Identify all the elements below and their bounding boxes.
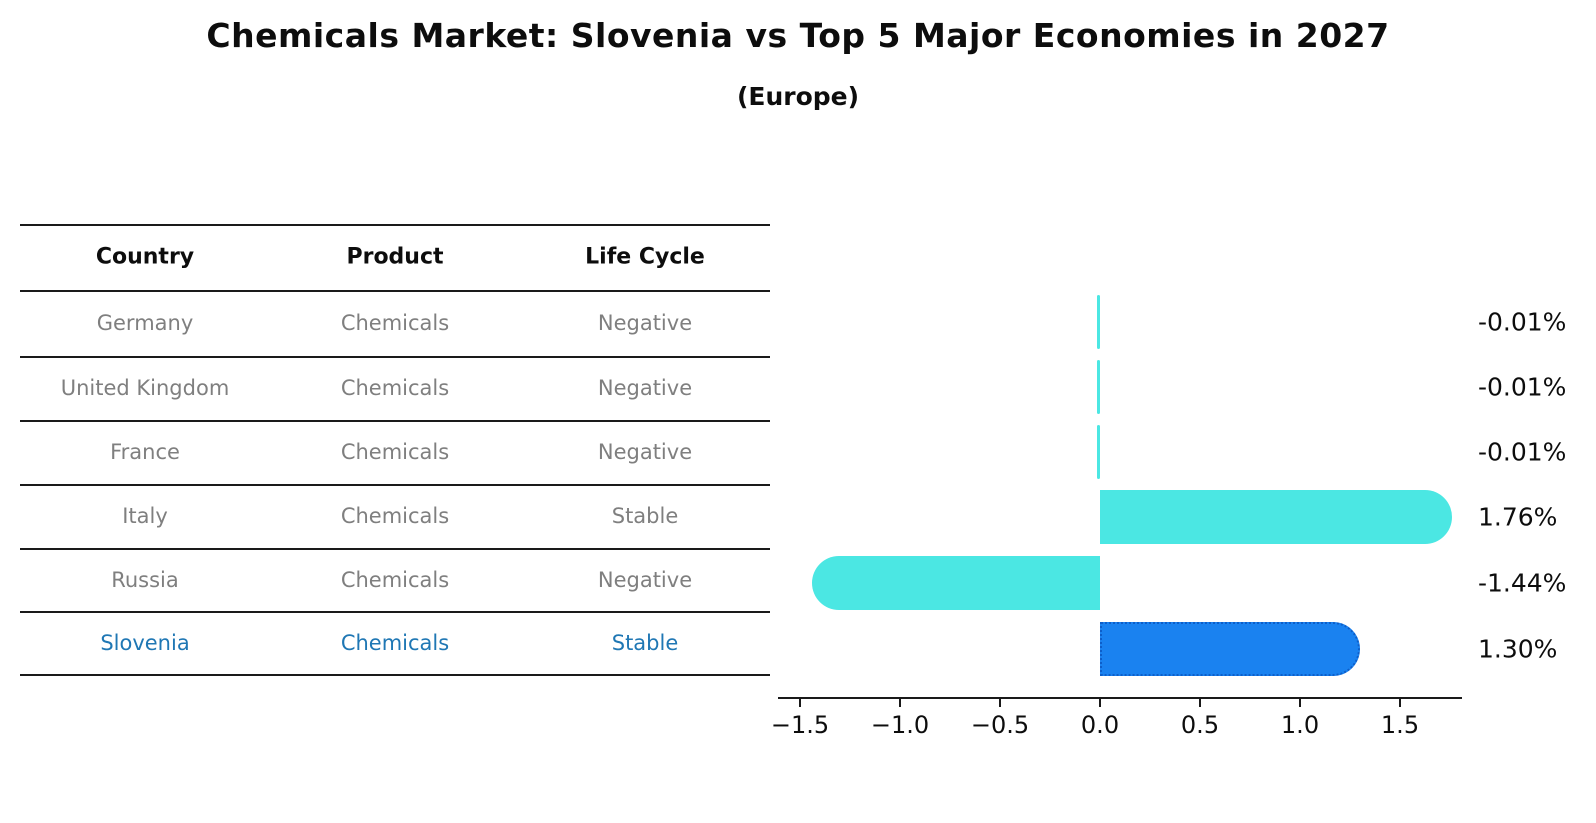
table-rule: [20, 674, 770, 676]
table-cell-product: Chemicals: [340, 630, 450, 655]
table-rule: [20, 548, 770, 550]
x-axis-tick: [999, 699, 1001, 707]
table-cell-country: France: [110, 440, 180, 464]
chart-subtitle: (Europe): [736, 82, 860, 111]
bar-slovenia: [1100, 622, 1360, 676]
bar-italy: [1100, 490, 1452, 544]
table-cell-life_cycle: Negative: [597, 376, 693, 400]
chart-title: Chemicals Market: Slovenia vs Top 5 Majo…: [206, 16, 1390, 55]
bar-value-label: -1.44%: [1478, 568, 1567, 598]
x-axis-tick: [1199, 699, 1201, 707]
table-cell-life_cycle: Negative: [597, 567, 693, 592]
table-rule: [20, 290, 770, 292]
table-cell-life_cycle: Negative: [597, 440, 693, 464]
table-rule: [20, 611, 770, 613]
table-cell-product: Chemicals: [340, 567, 450, 592]
table-cell-country: United Kingdom: [60, 376, 230, 400]
bar-value-label: -0.01%: [1478, 437, 1567, 467]
x-axis-tick-label: −1.0: [870, 711, 930, 739]
table-cell-life_cycle: Stable: [611, 630, 679, 655]
table-header-product: Product: [346, 244, 444, 270]
x-axis-tick: [1099, 699, 1101, 707]
table-cell-country: Germany: [96, 311, 194, 335]
table-cell-product: Chemicals: [340, 376, 450, 400]
table-cell-product: Chemicals: [340, 504, 450, 528]
x-axis-tick-label: 1.0: [1280, 711, 1320, 739]
table-rule: [20, 484, 770, 486]
bar-value-label: -0.01%: [1478, 372, 1567, 402]
table-cell-country: Slovenia: [100, 630, 190, 655]
bar-value-label: -0.01%: [1478, 307, 1567, 337]
x-axis-tick: [1399, 699, 1401, 707]
table-header-country: Country: [95, 244, 195, 270]
x-axis-tick-label: 0.5: [1180, 711, 1220, 739]
table-cell-country: Italy: [122, 504, 168, 528]
x-axis-line: [778, 697, 1462, 699]
bar-united-kingdom: [1097, 360, 1100, 414]
table-cell-country: Russia: [111, 567, 179, 592]
table-cell-life_cycle: Negative: [597, 311, 693, 335]
bar-germany: [1097, 295, 1100, 349]
x-axis-tick: [899, 699, 901, 707]
bar-value-label: 1.76%: [1478, 502, 1558, 532]
x-axis-tick-label: −0.5: [970, 711, 1030, 739]
table-cell-product: Chemicals: [340, 311, 450, 335]
bar-value-label: 1.30%: [1478, 634, 1558, 664]
table-rule: [20, 224, 770, 226]
table-header-life-cycle: Life Cycle: [585, 244, 705, 270]
table-cell-product: Chemicals: [340, 440, 450, 464]
bar-france: [1097, 425, 1100, 479]
x-axis-tick: [799, 699, 801, 707]
x-axis-tick-label: 0.0: [1080, 711, 1120, 739]
x-axis-tick-label: −1.5: [770, 711, 830, 739]
table-rule: [20, 420, 770, 422]
bar-russia: [812, 556, 1100, 610]
x-axis-tick: [1299, 699, 1301, 707]
table-rule: [20, 356, 770, 358]
x-axis-tick-label: 1.5: [1380, 711, 1420, 739]
table-cell-life_cycle: Stable: [611, 504, 679, 528]
